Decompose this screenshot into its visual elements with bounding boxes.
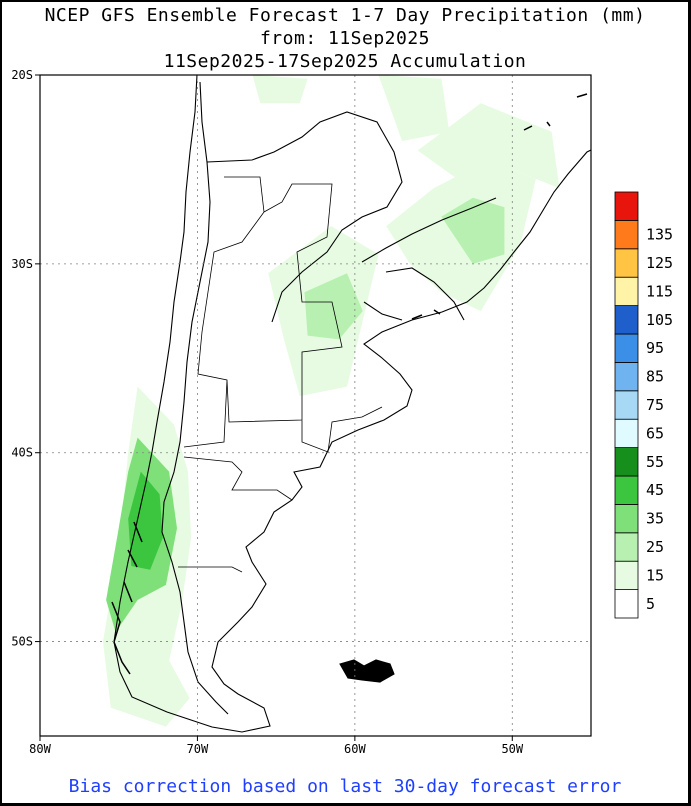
legend-swatch [614, 560, 639, 591]
legend-label: 55 [646, 453, 664, 471]
legend-swatch [614, 418, 639, 449]
x-tick-label: 50W [501, 742, 523, 756]
legend-label: 125 [646, 254, 673, 272]
legend-label: 45 [646, 481, 664, 499]
argentina-north-borders [206, 111, 403, 323]
y-tick-label: 40S [11, 446, 33, 460]
coastal-islands [111, 93, 588, 675]
plot-border [39, 74, 592, 737]
legend-swatch [614, 248, 639, 278]
legend-swatch [614, 305, 639, 335]
legend-label: 105 [646, 311, 673, 329]
lat-lon-grid [40, 75, 591, 736]
legend-swatch [614, 361, 639, 392]
bias-correction-note: Bias correction based on last 30-day for… [68, 776, 622, 797]
uruguay-brazil-border [361, 197, 497, 321]
precipitation-map: 80W 70W 60W 50W 20S 30S 40S 50S 5 15 25 35 45 55 65 7… [11, 68, 673, 756]
legend-swatch [614, 333, 639, 363]
legend-label: 95 [646, 339, 664, 357]
y-tick-label: 20S [11, 68, 33, 82]
latitude-axis: 20S 30S 40S 50S [11, 68, 40, 649]
y-tick-label: 50S [11, 635, 33, 649]
precip-area-southeast-brazil-coast [417, 103, 560, 189]
argentina-chile-border [161, 81, 229, 715]
precip-area-bolivia-north [252, 75, 308, 104]
accumulation-period: 11Sep2025-17Sep2025 Accumulation [163, 51, 527, 72]
legend-label: 75 [646, 396, 664, 414]
legend-label: 15 [646, 566, 664, 584]
chart-title: NCEP GFS Ensemble Forecast 1-7 Day Preci… [44, 5, 646, 26]
legend-label: 5 [646, 595, 655, 613]
precip-area-paraguay-north [378, 75, 450, 142]
legend-swatch [614, 447, 639, 477]
y-tick-label: 30S [11, 257, 33, 271]
longitude-axis: 80W 70W 60W 50W [29, 736, 524, 756]
x-tick-label: 70W [187, 742, 209, 756]
x-tick-label: 80W [29, 742, 51, 756]
legend-swatch [614, 589, 639, 619]
legend-label: 25 [646, 538, 664, 556]
coastlines-and-borders [111, 75, 591, 733]
precip-area-pampas-core [304, 273, 363, 340]
legend-label: 135 [646, 226, 673, 244]
legend-swatch [614, 191, 639, 221]
precip-area-patagonia-andes-coast [128, 471, 163, 570]
legend-label: 85 [646, 368, 664, 386]
legend-swatch [614, 532, 639, 562]
legend-swatch [614, 276, 639, 307]
falkland-islands [339, 659, 395, 683]
provincial-borders [178, 176, 383, 573]
x-tick-label: 60W [344, 742, 366, 756]
legend-label: 115 [646, 282, 673, 300]
forecast-start-date: from: 11Sep2025 [259, 28, 431, 49]
legend-labels: 5 15 25 35 45 55 65 75 85 95 105 115 125 135 [646, 226, 673, 613]
legend-swatch [614, 503, 639, 534]
legend-label: 35 [646, 510, 664, 528]
south-america-coastline [113, 75, 591, 733]
legend-colorbar [614, 191, 639, 619]
legend-swatch [614, 219, 639, 250]
legend-swatch [614, 390, 639, 420]
legend-swatch [614, 475, 639, 505]
legend-label: 65 [646, 424, 664, 442]
